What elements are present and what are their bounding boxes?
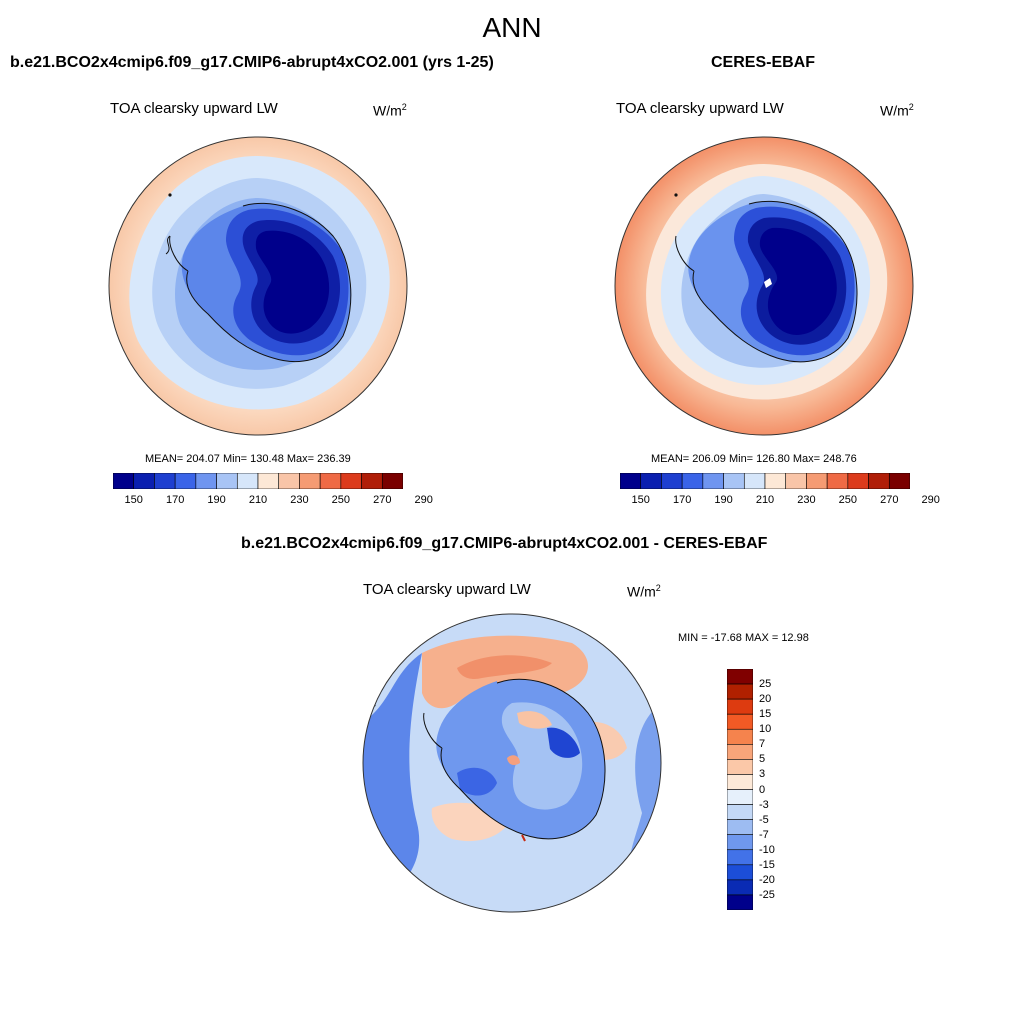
colorbar-swatch [727,759,753,775]
colorbar-swatch [888,473,910,489]
colorbar-swatch [727,683,753,700]
colorbar-swatch [727,669,753,685]
colorbar-swatch [727,819,753,835]
panel-1-colorbar [113,473,403,489]
panel-3-stats: MIN = -17.68 MAX = 12.98 [678,632,809,644]
colorbar-tick-label: 270 [373,494,392,506]
colorbar-tick-label: -25 [759,888,775,901]
colorbar-swatch [195,473,217,489]
colorbar-swatch [727,879,753,896]
colorbar-tick-label: 170 [165,494,185,506]
panel-2-title: CERES-EBAF [711,54,816,71]
colorbar-swatch [278,473,300,489]
colorbar-swatch [727,789,753,805]
colorbar-tick-label: -5 [759,813,769,826]
colorbar-swatch [764,473,787,489]
colorbar-tick-label: 190 [714,494,733,506]
colorbar-swatch [743,473,766,489]
panel-2-units: W/m2 [880,102,914,119]
colorbar-tick-label: -3 [759,798,769,811]
colorbar-tick-label: 230 [290,494,309,506]
colorbar-tick-label: 150 [124,494,143,506]
colorbar-swatch [216,473,238,489]
colorbar-swatch [133,473,155,489]
panel-1-colorbar-labels: 150 170 190 210 230 250 270 290 [113,494,433,508]
colorbar-tick-label: 150 [631,494,650,506]
colorbar-swatch [826,473,849,489]
colorbar-tick-label: -10 [759,843,775,856]
colorbar-tick-label: 210 [755,494,775,506]
colorbar-swatch [702,473,724,489]
colorbar-swatch [727,834,753,851]
colorbar-swatch [319,473,342,489]
panel-2-stats: MEAN= 206.09 Min= 126.80 Max= 248.76 [651,453,857,465]
panel-1-title: b.e21.BCO2x4cmip6.f09_g17.CMIP6-abrupt4x… [10,54,494,71]
colorbar-swatch [785,473,807,489]
colorbar-swatch [727,849,753,866]
colorbar-swatch [174,473,197,489]
colorbar-swatch [113,473,135,489]
colorbar-tick-label: -20 [759,873,775,886]
panel-3-units: W/m2 [627,583,661,600]
colorbar-swatch [340,473,362,489]
colorbar-tick-label: 170 [672,494,692,506]
colorbar-swatch [868,473,890,489]
colorbar-swatch [361,473,383,489]
colorbar-tick-label: 20 [759,693,772,706]
colorbar-swatch [727,774,753,790]
colorbar-swatch [727,698,753,715]
colorbar-tick-label: 270 [880,494,899,506]
panel-1-map [108,136,408,436]
colorbar-tick-label: 210 [248,494,268,506]
colorbar-swatch [727,744,753,760]
panel-2-colorbar [620,473,910,489]
panel-2-variable: TOA clearsky upward LW [616,100,784,117]
colorbar-swatch [381,473,403,489]
colorbar-tick-label: 25 [759,678,772,691]
colorbar-tick-label: -7 [759,828,769,841]
main-title: ANN [482,12,542,43]
panel-3-title: b.e21.BCO2x4cmip6.f09_g17.CMIP6-abrupt4x… [241,535,768,552]
panel-1-variable: TOA clearsky upward LW [110,100,278,117]
colorbar-swatch [661,473,683,489]
colorbar-swatch [299,473,321,489]
colorbar-swatch [681,473,704,489]
colorbar-swatch [806,473,828,489]
panel-2-map [614,136,914,436]
colorbar-tick-label: 250 [331,494,351,506]
colorbar-tick-label: 290 [414,494,433,506]
panel-3-colorbar-labels: 25 20 15 10 7 5 3 0 -3 -5 -7 -10 -15 -20 -25 [759,669,799,910]
colorbar-tick-label: 15 [759,708,772,721]
colorbar-tick-label: 3 [759,768,766,781]
colorbar-swatch [640,473,662,489]
panel-1-units: W/m2 [373,102,407,119]
colorbar-swatch [257,473,280,489]
colorbar-swatch [727,894,753,910]
colorbar-tick-label: 5 [759,753,766,766]
colorbar-swatch [620,473,642,489]
panel-3-map [362,613,662,913]
colorbar-swatch [727,804,753,820]
colorbar-swatch [723,473,745,489]
map-border [108,136,408,436]
panel-3-variable: TOA clearsky upward LW [363,581,531,598]
colorbar-tick-label: 10 [759,723,772,736]
colorbar-swatch [727,728,753,745]
colorbar-swatch [847,473,869,489]
colorbar-tick-label: 250 [838,494,858,506]
colorbar-tick-label: 230 [797,494,816,506]
panel-2-colorbar-labels: 150 170 190 210 230 250 270 290 [620,494,940,508]
colorbar-tick-label: -15 [759,858,775,871]
colorbar-swatch [236,473,259,489]
colorbar-tick-label: 290 [921,494,940,506]
colorbar-tick-label: 7 [759,738,766,751]
panel-1-stats: MEAN= 204.07 Min= 130.48 Max= 236.39 [145,453,351,465]
colorbar-tick-label: 190 [207,494,226,506]
colorbar-tick-label: 0 [759,783,766,796]
colorbar-swatch [727,713,753,730]
colorbar-swatch [154,473,176,489]
panel-3-colorbar [727,669,753,910]
colorbar-swatch [727,864,753,881]
